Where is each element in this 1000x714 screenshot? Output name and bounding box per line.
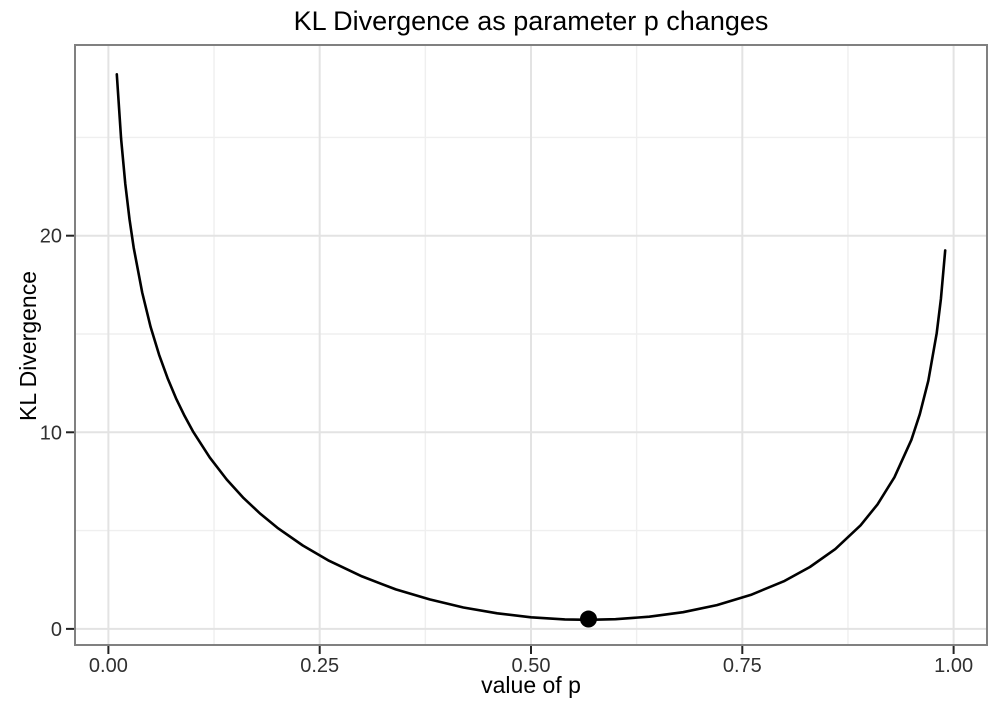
x-tick-label: 0.25 — [300, 655, 339, 677]
x-tick-label: 0.00 — [89, 655, 128, 677]
x-tick-label: 0.75 — [723, 655, 762, 677]
kl-curve — [115, 73, 947, 622]
panel-border — [74, 44, 988, 646]
y-axis-title: KL Divergence — [15, 271, 41, 422]
x-axis-title: value of p — [481, 672, 581, 698]
y-tick-label: 10 — [40, 422, 62, 444]
min-point-marker — [579, 610, 597, 628]
y-tick-label: 20 — [40, 226, 62, 248]
x-tick-label: 0.50 — [512, 655, 551, 677]
x-tick-label: 1.00 — [934, 655, 973, 677]
y-tick-label: 0 — [51, 619, 62, 641]
plot-title: KL Divergence as parameter p changes — [293, 6, 769, 36]
